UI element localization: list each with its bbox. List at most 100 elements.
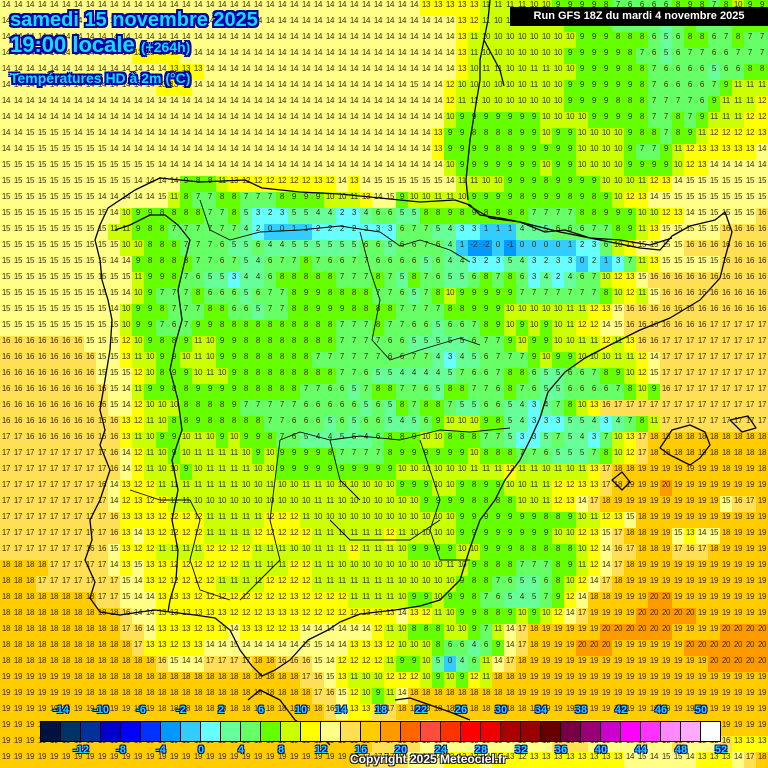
temperature-value: 6 xyxy=(492,384,504,400)
temperature-value: 15 xyxy=(0,304,12,320)
temperature-value: 14 xyxy=(300,16,312,32)
temperature-value: 11 xyxy=(588,336,600,352)
temperature-value: 8 xyxy=(480,496,492,512)
temperature-value: 6 xyxy=(252,288,264,304)
temperature-value: 15 xyxy=(624,512,636,528)
temperature-value: 12 xyxy=(240,176,252,192)
temperature-value: 14 xyxy=(276,80,288,96)
temperature-value: 14 xyxy=(48,96,60,112)
temperature-value: 15 xyxy=(12,192,24,208)
temperature-value: 14 xyxy=(240,0,252,16)
temperature-value: 11 xyxy=(192,448,204,464)
temperature-value: 9 xyxy=(504,336,516,352)
temperature-value: 17 xyxy=(24,544,36,560)
temperature-value: 9 xyxy=(468,192,480,208)
grid-cell xyxy=(372,0,384,16)
temperature-value: 8 xyxy=(144,256,156,272)
temperature-value: 3 xyxy=(444,352,456,368)
temperature-value: 12 xyxy=(180,560,192,576)
temperature-value: 15 xyxy=(384,192,396,208)
temperature-value: 18 xyxy=(720,432,732,448)
temperature-value: 5 xyxy=(228,240,240,256)
temperature-value: 10 xyxy=(252,464,264,480)
temperature-value: 13 xyxy=(576,480,588,496)
temperature-value: 12 xyxy=(204,576,216,592)
temperature-value: 8 xyxy=(180,208,192,224)
temperature-value: 15 xyxy=(732,192,744,208)
temperature-value: 14 xyxy=(252,128,264,144)
temperature-value: 11 xyxy=(144,448,156,464)
temperature-value: 10 xyxy=(252,480,264,496)
temperature-value: 4 xyxy=(540,400,552,416)
temperature-value: 10 xyxy=(156,464,168,480)
temperature-value: 15 xyxy=(60,128,72,144)
temperature-value: 13 xyxy=(156,592,168,608)
temperature-value: 18 xyxy=(0,576,12,592)
grid-cell xyxy=(432,16,444,32)
temperature-value: 14 xyxy=(108,16,120,32)
temperature-value: 8 xyxy=(636,64,648,80)
temperature-value: 9 xyxy=(504,544,516,560)
temperature-value: 14 xyxy=(276,32,288,48)
grid-cell xyxy=(24,16,36,32)
temperature-value: 10 xyxy=(444,416,456,432)
temperature-value: 11 xyxy=(228,528,240,544)
temperature-value: 8 xyxy=(264,352,276,368)
temperature-value: 18 xyxy=(648,432,660,448)
temperature-value: 6 xyxy=(336,384,348,400)
temperature-value: 6 xyxy=(672,64,684,80)
temperature-value: 7 xyxy=(516,352,528,368)
temperature-value: 18 xyxy=(60,592,72,608)
temperature-value: 8 xyxy=(444,432,456,448)
temperature-value: 17 xyxy=(600,576,612,592)
temperature-value: 13 xyxy=(744,144,756,160)
temperature-value: 11 xyxy=(132,384,144,400)
temperature-value: 14 xyxy=(600,560,612,576)
temperature-value: 18 xyxy=(708,448,720,464)
temperature-value: 17 xyxy=(84,464,96,480)
temperature-value: 9 xyxy=(312,304,324,320)
grid-cell xyxy=(0,32,12,48)
temperature-value: 9 xyxy=(564,80,576,96)
temperature-value: 9 xyxy=(588,96,600,112)
temperature-value: 12 xyxy=(468,16,480,32)
temperature-value: 19 xyxy=(720,592,732,608)
temperature-value: 15 xyxy=(708,528,720,544)
temperature-value: 4 xyxy=(324,208,336,224)
temperature-value: 15 xyxy=(672,240,684,256)
temperature-value: 18 xyxy=(744,432,756,448)
temperature-value: 10 xyxy=(528,304,540,320)
temperature-value: 9 xyxy=(132,224,144,240)
temperature-value: 9 xyxy=(624,224,636,240)
temperature-value: 14 xyxy=(228,128,240,144)
temperature-value: 6 xyxy=(168,320,180,336)
grid-cell xyxy=(132,16,144,32)
temperature-value: 11 xyxy=(180,496,192,512)
temperature-value: 8 xyxy=(564,192,576,208)
temperature-value: 15 xyxy=(60,160,72,176)
temperature-value: 16 xyxy=(36,432,48,448)
temperature-value: 14 xyxy=(156,16,168,32)
grid-cell xyxy=(12,0,24,16)
temperature-value: 7 xyxy=(552,208,564,224)
temperature-value: 6 xyxy=(444,320,456,336)
temperature-value: 8 xyxy=(504,368,516,384)
temperature-value: 17 xyxy=(36,496,48,512)
grid-cell xyxy=(396,32,408,48)
temperature-value: 8 xyxy=(504,144,516,160)
temperature-value: 12 xyxy=(204,560,216,576)
temperature-value: 14 xyxy=(72,0,84,16)
temperature-value: 16 xyxy=(696,272,708,288)
temperature-value: 9 xyxy=(576,64,588,80)
temperature-value: 14 xyxy=(120,112,132,128)
temperature-value: 7 xyxy=(336,368,348,384)
temperature-value: 14 xyxy=(300,112,312,128)
temperature-value: 19 xyxy=(660,560,672,576)
grid-cell xyxy=(420,0,432,16)
temperature-value: 10 xyxy=(468,64,480,80)
temperature-value: 9 xyxy=(624,160,636,176)
temperature-value: 8 xyxy=(600,368,612,384)
temperature-value: 8 xyxy=(240,384,252,400)
temperature-value: 17 xyxy=(612,560,624,576)
temperature-value: 14 xyxy=(420,64,432,80)
